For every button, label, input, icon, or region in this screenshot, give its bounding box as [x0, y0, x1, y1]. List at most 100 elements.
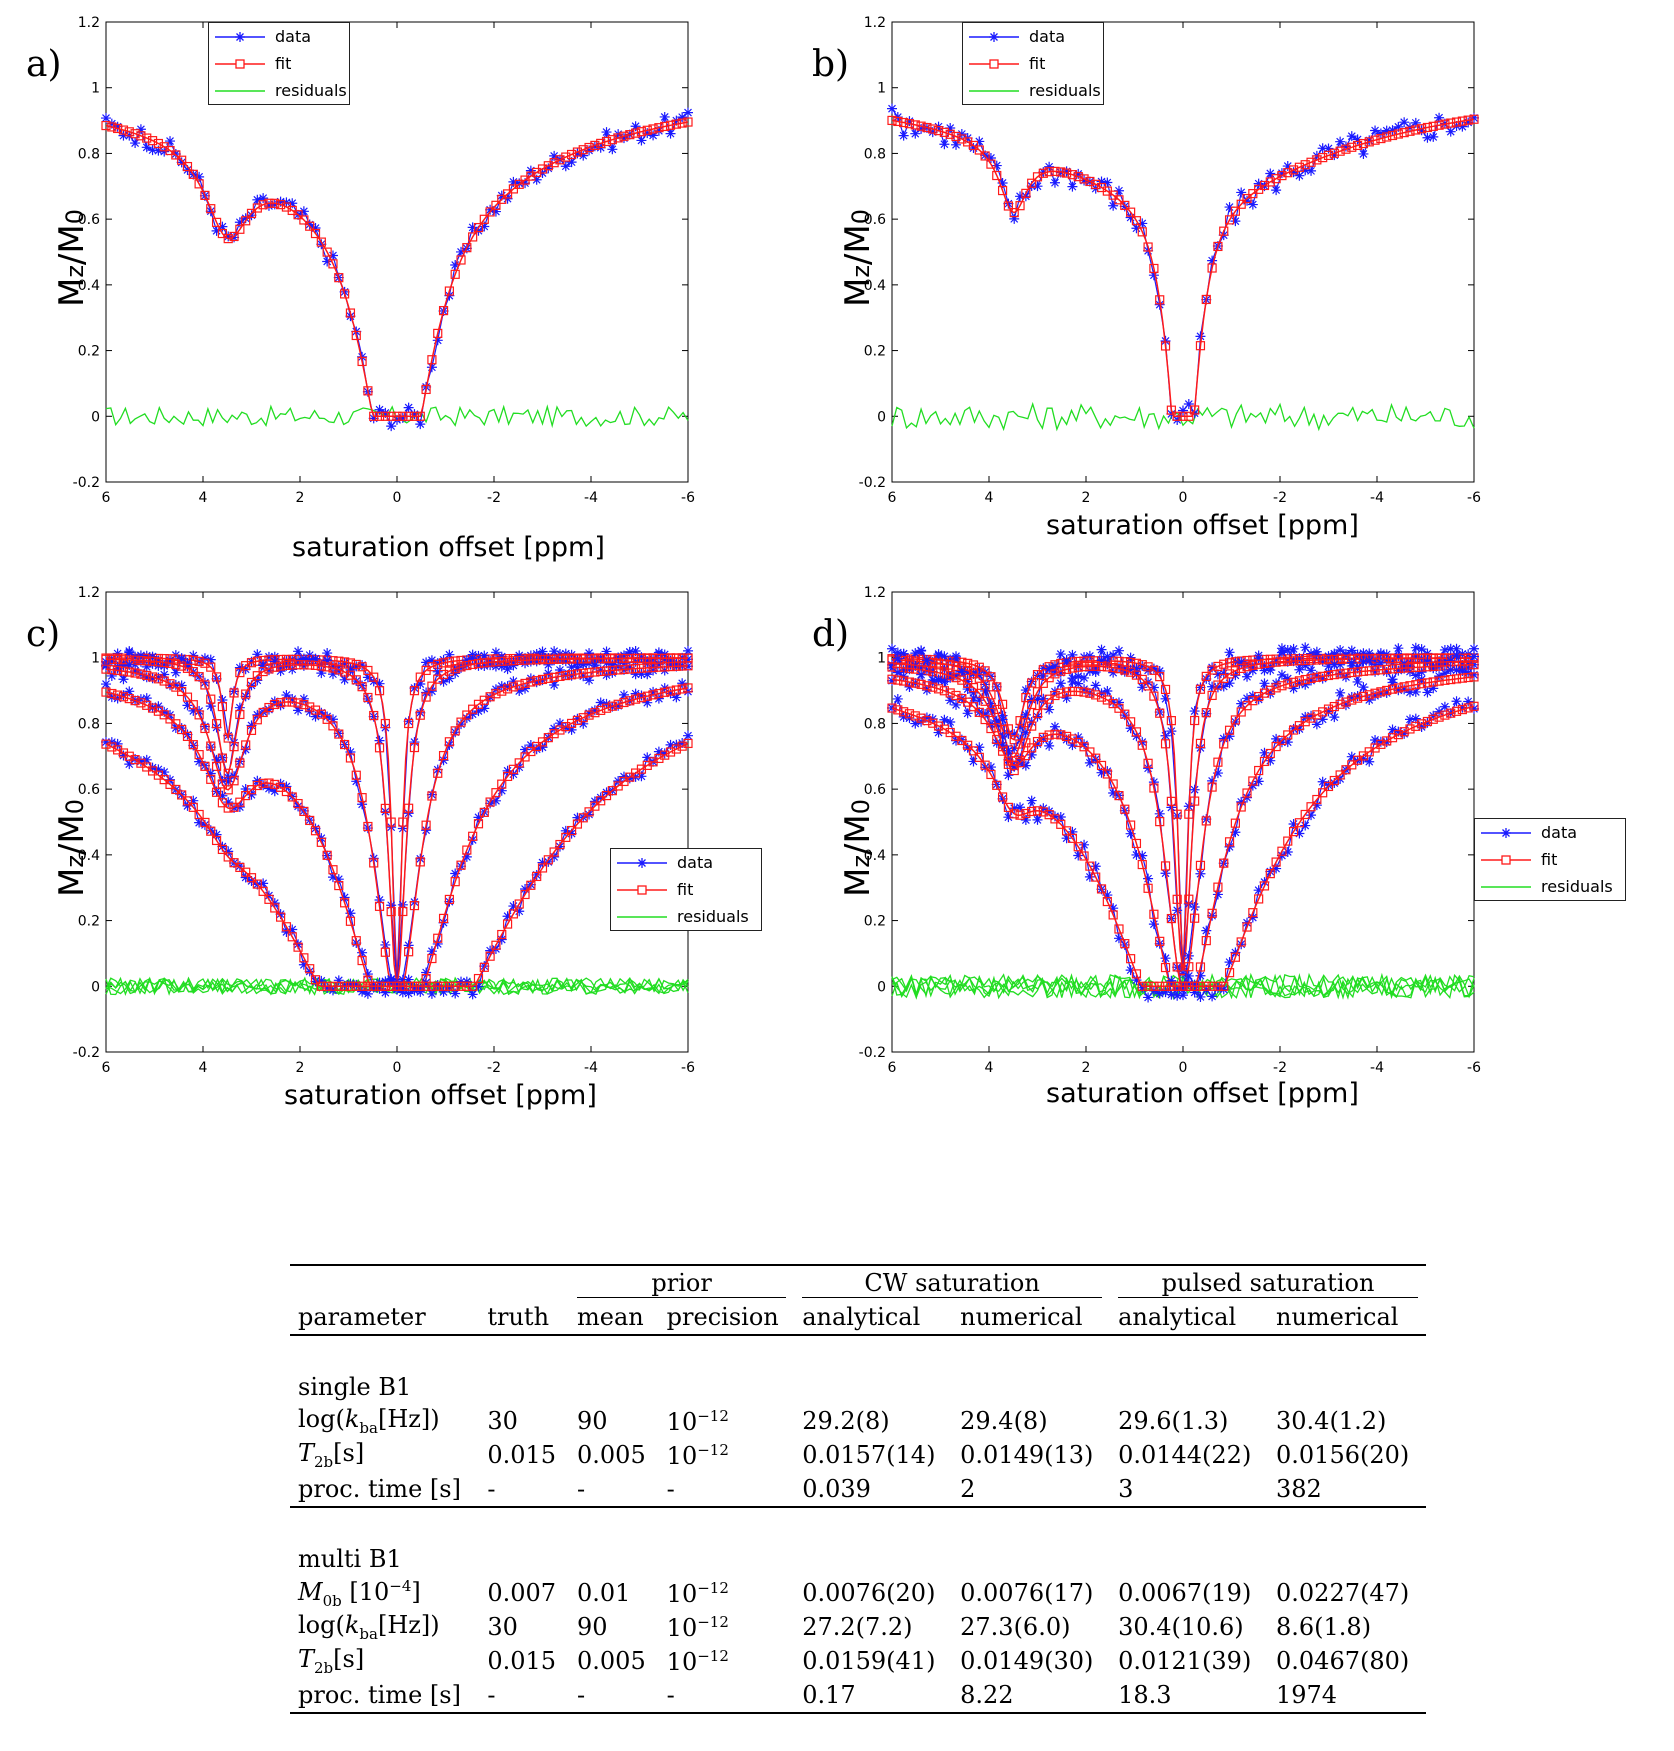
- precision-cell: 10−12: [659, 1438, 795, 1472]
- param-cell: log(kba[Hz]): [290, 1404, 479, 1438]
- results-table: prior CW saturation pulsed saturation pa…: [290, 1264, 1426, 1714]
- pulsed-analytical-cell: 0.0144(22): [1110, 1438, 1268, 1472]
- x-tick-label: 0: [393, 1060, 402, 1076]
- legend-marker: [1501, 828, 1511, 838]
- legend-marker: [990, 60, 998, 68]
- legend-entry: fit: [963, 50, 1103, 77]
- x-tick-label: -6: [1467, 490, 1481, 506]
- x-tick-label: 4: [985, 1060, 994, 1076]
- y-tick-label: -0.2: [859, 475, 886, 491]
- empty-cell: [569, 1542, 659, 1576]
- truth-cell: 30: [479, 1404, 569, 1438]
- legend-entry: residuals: [1475, 873, 1625, 900]
- y-tick-label: 0.8: [78, 716, 100, 732]
- legend-entry: residuals: [963, 77, 1103, 104]
- x-tick-label: 6: [888, 1060, 897, 1076]
- plot-frame: [106, 22, 688, 482]
- empty-cell: [952, 1542, 1110, 1576]
- truth-cell: 0.007: [479, 1576, 569, 1610]
- legend-label: fit: [1541, 850, 1557, 869]
- mean-cell: 0.01: [569, 1576, 659, 1610]
- x-tick-label: 2: [1082, 1060, 1091, 1076]
- legend-swatch: [1475, 850, 1535, 870]
- data-point: [561, 161, 571, 171]
- mean-cell: 0.005: [569, 1438, 659, 1472]
- column-header-row: parameter truth mean precision analytica…: [290, 1300, 1426, 1335]
- x-axis-label: saturation offset [ppm]: [292, 532, 605, 563]
- x-axis-label: saturation offset [ppm]: [1046, 1078, 1359, 1109]
- data-point: [660, 112, 670, 122]
- group-prior: prior: [577, 1269, 786, 1298]
- cw-numerical-cell: 29.4(8): [952, 1404, 1110, 1438]
- legend-marker: [989, 32, 999, 42]
- legend-marker: [236, 60, 244, 68]
- x-tick-label: -4: [1370, 490, 1384, 506]
- x-tick-label: 4: [199, 490, 208, 506]
- mean-cell: 90: [569, 1610, 659, 1644]
- pulsed-numerical-cell: 0.0227(47): [1268, 1576, 1426, 1610]
- cw-analytical-cell: 29.2(8): [794, 1404, 952, 1438]
- cw-analytical-cell: 0.0157(14): [794, 1438, 952, 1472]
- chart-panel-c: c) -0.2 0 0.2 0.4 0.6 0.8 1 1.2 6 4 2 0 -2 -4 -6 Mz/M0…: [20, 580, 820, 1140]
- x-tick-label: 2: [1082, 490, 1091, 506]
- data-point: [887, 104, 897, 114]
- empty-cell: [479, 1370, 569, 1404]
- cw-analytical-cell: 0.039: [794, 1472, 952, 1507]
- y-tick-label: -0.2: [73, 475, 100, 491]
- legend-entry: data: [209, 23, 349, 50]
- x-axis-label: saturation offset [ppm]: [1046, 510, 1359, 541]
- empty-cell: [569, 1370, 659, 1404]
- y-tick-label: 1: [91, 651, 100, 667]
- y-tick-label: 1.2: [78, 585, 100, 601]
- legend-swatch: [1475, 877, 1535, 897]
- pulsed-analytical-cell: 3: [1110, 1472, 1268, 1507]
- legend-label: data: [275, 27, 311, 46]
- mean-cell: -: [569, 1472, 659, 1507]
- group-header-row: prior CW saturation pulsed saturation: [290, 1265, 1426, 1300]
- legend-label: residuals: [1029, 81, 1101, 100]
- col-header: analytical: [1110, 1300, 1268, 1335]
- section-title: single B1: [290, 1370, 479, 1404]
- data-point: [171, 668, 181, 678]
- spacer-row: [290, 1507, 1426, 1542]
- legend-swatch: [611, 907, 671, 927]
- cw-numerical-cell: 0.0076(17): [952, 1576, 1110, 1610]
- legend-label: residuals: [1541, 877, 1613, 896]
- precision-cell: 10−12: [659, 1610, 795, 1644]
- table-row: proc. time [s] - - -0.17 8.22 18.3 1974: [290, 1678, 1426, 1713]
- legend: data fit residuals: [962, 22, 1104, 105]
- x-tick-label: -2: [1273, 490, 1287, 506]
- data-point: [165, 136, 175, 146]
- chart-panel-d: d) -0.2 0 0.2 0.4 0.6 0.8 1 1.2 6 4 2 0 -2 -4 -6 Mz/M0…: [806, 580, 1606, 1140]
- cw-numerical-cell: 0.0149(13): [952, 1438, 1110, 1472]
- param-cell: M0b [10−4]: [290, 1576, 479, 1610]
- legend: data fit residuals: [610, 848, 762, 931]
- param-cell: T2b[s]: [290, 1438, 479, 1472]
- x-tick-label: 4: [985, 490, 994, 506]
- legend-entry: fit: [611, 876, 761, 903]
- spacer-row: [290, 1335, 1426, 1370]
- x-tick-label: 4: [199, 1060, 208, 1076]
- empty-cell: [794, 1542, 952, 1576]
- pulsed-numerical-cell: 8.6(1.8): [1268, 1610, 1426, 1644]
- legend-entry: residuals: [611, 903, 761, 930]
- cw-numerical-cell: 8.22: [952, 1678, 1110, 1713]
- y-tick-label: 1.2: [864, 585, 886, 601]
- x-tick-label: -6: [681, 490, 695, 506]
- empty-cell: [952, 1370, 1110, 1404]
- group-cw: CW saturation: [802, 1269, 1102, 1298]
- data-point: [1347, 645, 1357, 655]
- col-header: precision: [659, 1300, 795, 1335]
- legend-entry: data: [611, 849, 761, 876]
- precision-cell: -: [659, 1472, 795, 1507]
- cw-analytical-cell: 27.2(7.2): [794, 1610, 952, 1644]
- pulsed-numerical-cell: 1974: [1268, 1678, 1426, 1713]
- x-tick-label: -4: [584, 490, 598, 506]
- legend-swatch: [209, 81, 269, 101]
- table-row: T2b[s] 0.015 0.005 10−12 0.0159(41) 0.0149(30…: [290, 1644, 1426, 1678]
- data-point: [1428, 132, 1438, 142]
- legend-entry: data: [1475, 819, 1625, 846]
- legend-label: data: [1029, 27, 1065, 46]
- empty-cell: [1268, 1370, 1426, 1404]
- param-cell: proc. time [s]: [290, 1472, 479, 1507]
